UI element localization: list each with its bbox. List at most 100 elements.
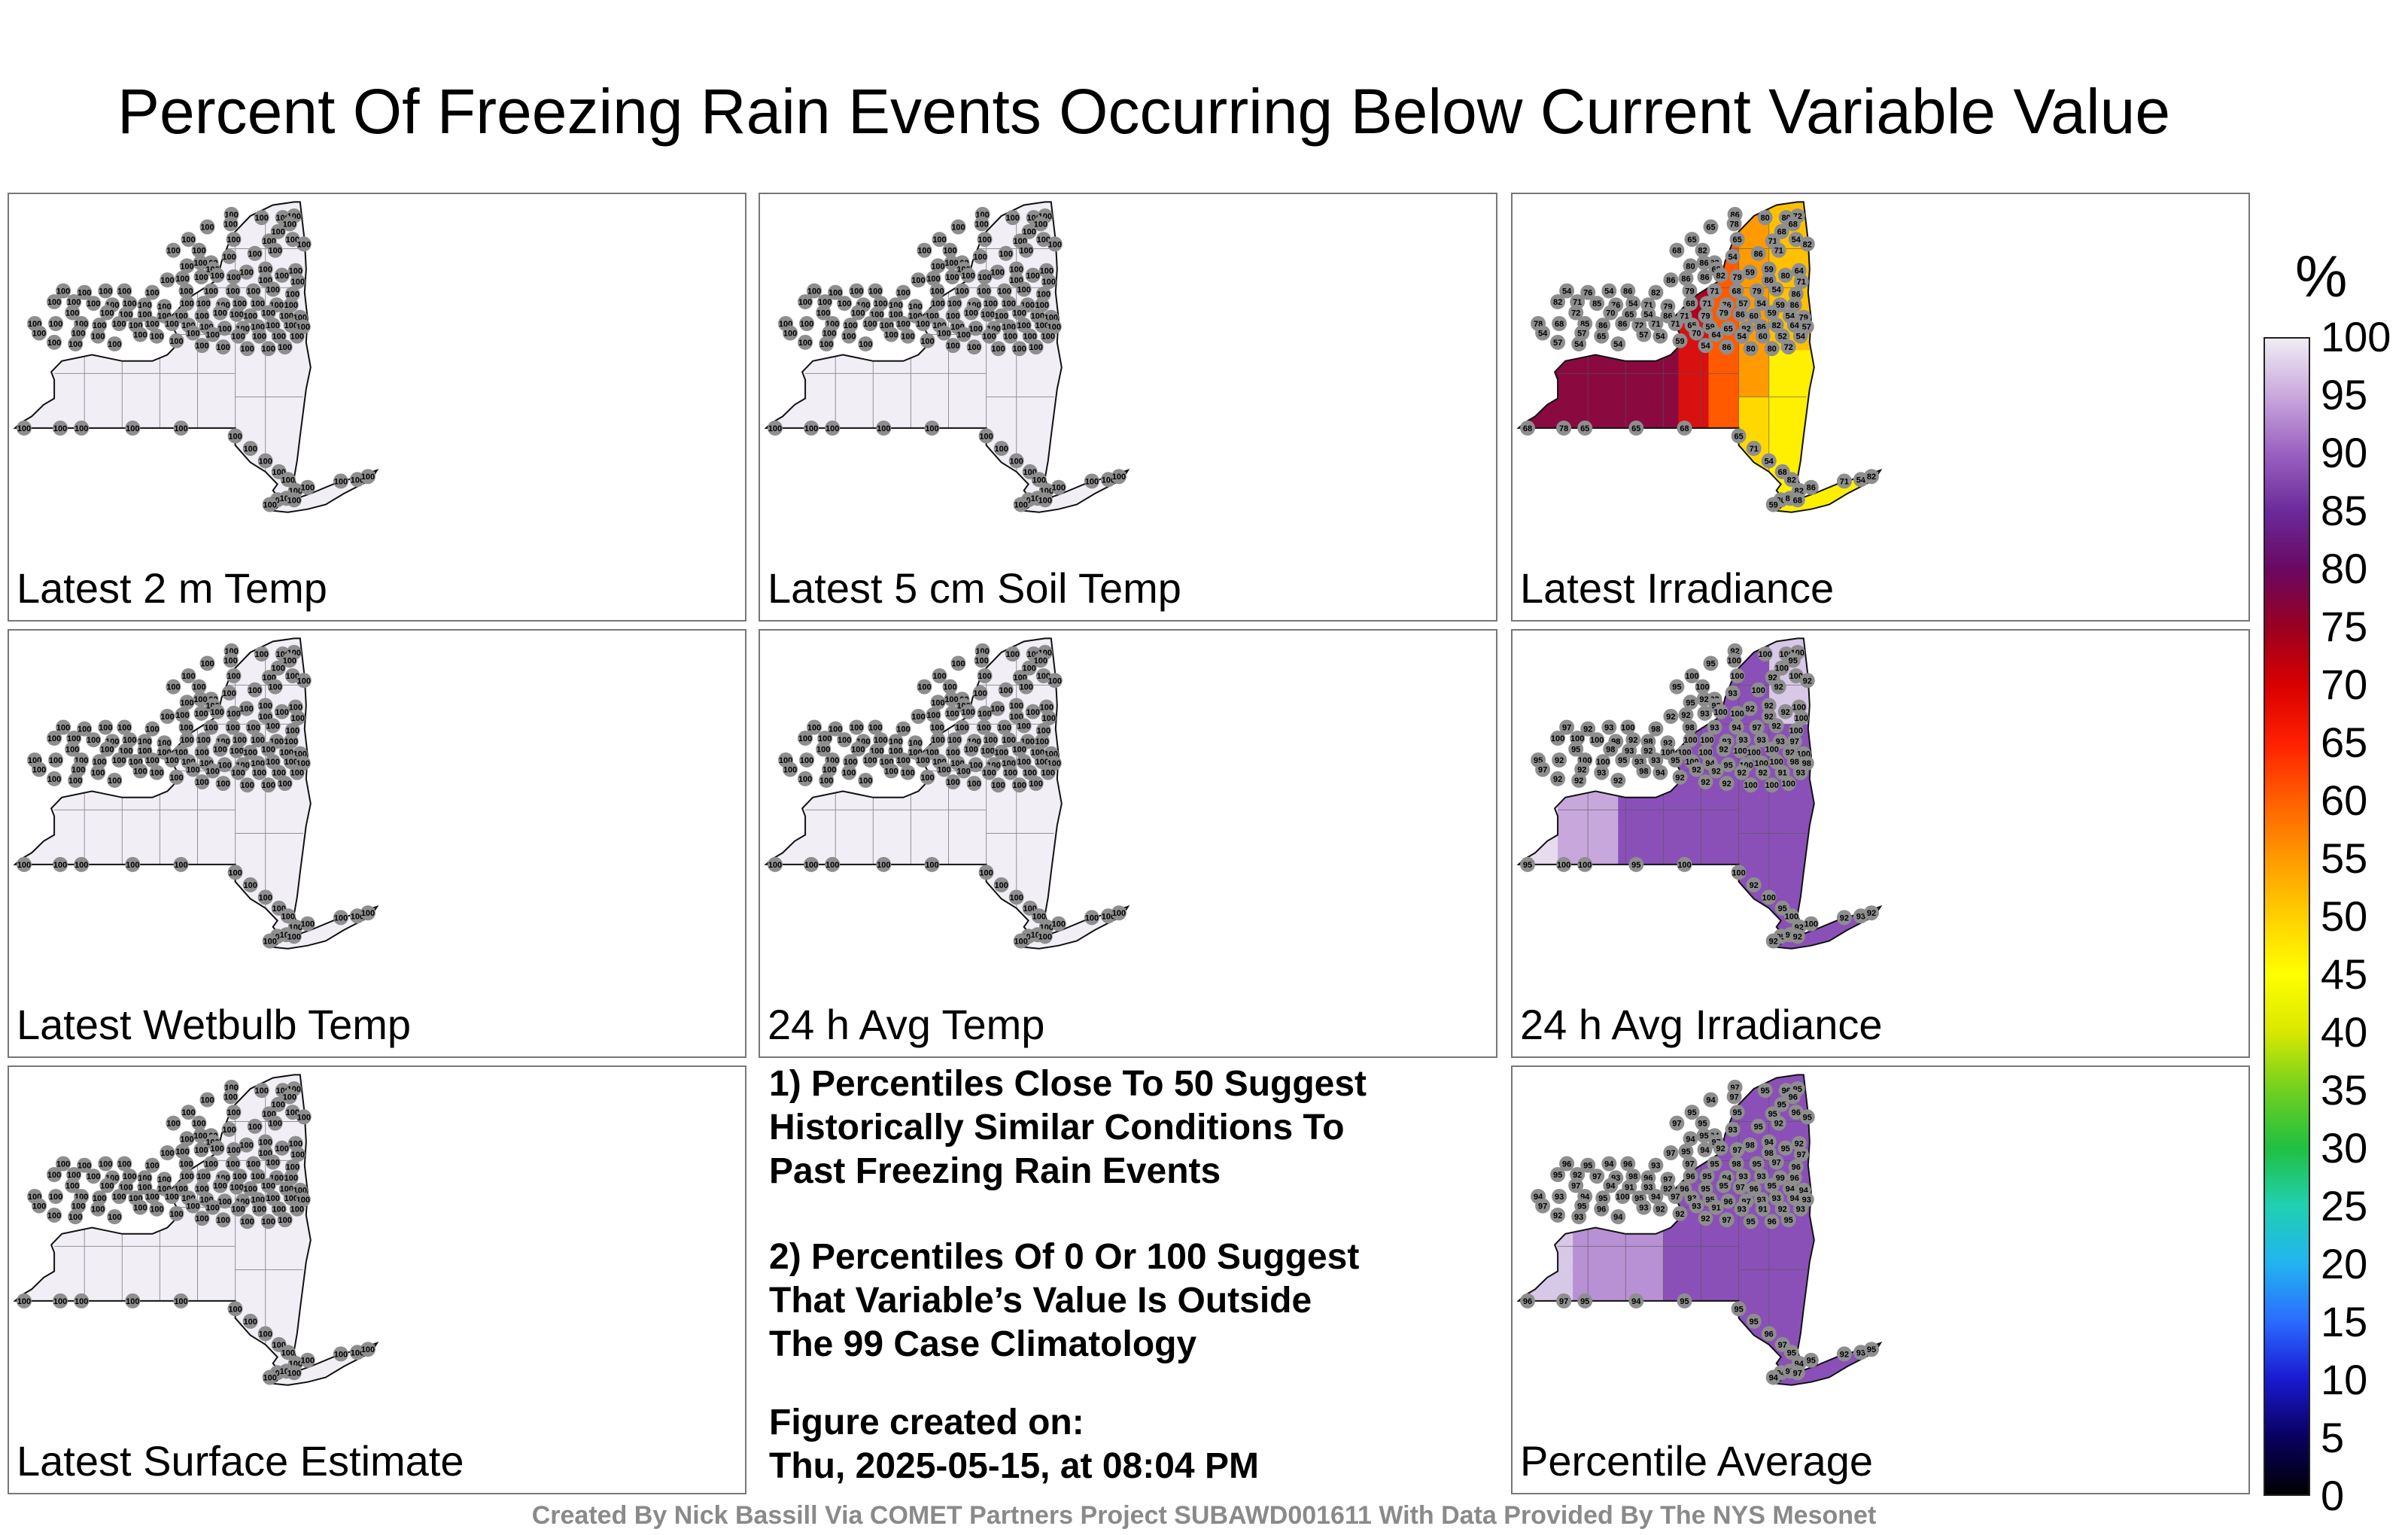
station-value: 100 [195, 312, 208, 321]
station-value: 100 [251, 736, 265, 745]
station-value: 100 [165, 756, 178, 765]
station-value: 100 [165, 320, 178, 329]
station-marker: 100 [1041, 710, 1057, 726]
station-marker: 100 [868, 719, 883, 735]
station-value: 92 [1574, 777, 1583, 786]
station-value: 100 [117, 724, 131, 733]
station-value: 100 [290, 1205, 304, 1214]
station-marker: 100 [876, 856, 892, 872]
station-value: 95 [1781, 1144, 1790, 1154]
station-value: 100 [169, 1210, 183, 1219]
station-value: 100 [71, 330, 85, 339]
station-marker: 100 [1025, 267, 1041, 283]
station-value: 100 [287, 496, 301, 505]
station-value: 100 [334, 1350, 348, 1359]
station-marker: 100 [825, 420, 841, 436]
station-value: 100 [227, 672, 240, 681]
station-value: 100 [200, 660, 214, 669]
station-marker: 100 [245, 719, 261, 735]
station-marker: 100 [68, 336, 84, 351]
station-value: 92 [1867, 909, 1876, 918]
station-value: 93 [1639, 1204, 1648, 1213]
station-value: 100 [1023, 769, 1037, 778]
panel-24h-avg-irradiance: 9210010010095100100951001009210095100921… [1511, 629, 2250, 1058]
station-marker: 100 [191, 1115, 207, 1131]
panel-label: 24 h Avg Irradiance [1520, 1001, 1883, 1048]
station-marker: 100 [239, 1137, 254, 1153]
station-marker: 95 [1615, 752, 1631, 768]
station-value: 82 [1651, 289, 1660, 298]
station-value: 100 [1037, 727, 1050, 736]
station-marker: 100 [32, 761, 47, 777]
station-value: 93 [1738, 736, 1747, 745]
station-marker: 100 [217, 321, 233, 336]
station-value: 100 [180, 1172, 193, 1181]
station-marker: 95 [1864, 1342, 1879, 1357]
station-marker: 95 [1628, 856, 1644, 872]
station-value: 100 [932, 672, 946, 681]
station-marker: 100 [1035, 232, 1051, 248]
station-value: 100 [204, 287, 217, 296]
station-marker: 100 [932, 668, 947, 684]
station-marker: 72 [1568, 305, 1584, 321]
station-marker: 100 [1615, 1189, 1631, 1204]
station-marker: 100 [260, 741, 276, 757]
station-marker: 57 [1636, 327, 1652, 342]
station-marker: 100 [262, 933, 278, 949]
station-value: 100 [179, 287, 193, 296]
station-value: 71 [1573, 298, 1582, 307]
station-value: 100 [195, 749, 208, 758]
station-value: 95 [1784, 1216, 1793, 1225]
station-marker: 100 [223, 652, 239, 668]
station-marker: 100 [1764, 741, 1780, 757]
station-value: 100 [67, 734, 81, 743]
station-value: 100 [145, 756, 159, 765]
station-value: 100 [956, 768, 970, 777]
station-value: 100 [1013, 746, 1026, 755]
station-value: 100 [47, 775, 61, 784]
station-value: 100 [275, 708, 289, 717]
station-value: 100 [228, 1305, 242, 1314]
station-value: 100 [961, 708, 974, 717]
station-value: 95 [1753, 1160, 1762, 1169]
station-value: 100 [800, 320, 813, 329]
colorbar [2264, 337, 2310, 1496]
station-value: 57 [1553, 339, 1562, 348]
station-value: 100 [174, 1297, 187, 1306]
station-value: 92 [1681, 711, 1690, 720]
station-value: 100 [982, 769, 996, 778]
station-marker: 96 [1746, 1181, 1762, 1196]
station-value: 92 [1765, 713, 1774, 722]
station-value: 100 [226, 287, 239, 296]
station-value: 100 [1017, 285, 1031, 294]
station-marker: 100 [181, 232, 196, 248]
station-marker: 60 [1755, 328, 1771, 344]
station-value: 92 [1701, 778, 1710, 787]
station-marker: 100 [284, 232, 300, 248]
station-value: 92 [1577, 766, 1586, 775]
station-value: 100 [825, 424, 839, 433]
station-value: 100 [269, 1120, 282, 1129]
station-value: 100 [1782, 780, 1795, 789]
station-value: 100 [822, 766, 836, 775]
station-value: 100 [289, 267, 303, 276]
station-value: 100 [266, 758, 280, 767]
station-marker: 100 [242, 877, 258, 892]
station-value: 100 [180, 698, 193, 707]
station-value: 100 [945, 710, 959, 719]
station-marker: 95 [1803, 1352, 1819, 1368]
station-value: 100 [937, 330, 950, 339]
station-marker: 100 [1750, 682, 1766, 698]
station-marker: 95 [1743, 1214, 1759, 1230]
station-value: 100 [289, 704, 303, 713]
station-value: 100 [930, 287, 944, 296]
station-marker: 100 [807, 719, 822, 735]
station-marker: 92 [1708, 763, 1724, 779]
station-value: 100 [917, 247, 931, 256]
station-marker: 100 [1018, 679, 1034, 695]
station-value: 100 [205, 1204, 219, 1213]
station-marker: 100 [274, 704, 290, 719]
station-marker: 100 [1793, 710, 1809, 726]
station-value: 100 [193, 695, 207, 704]
